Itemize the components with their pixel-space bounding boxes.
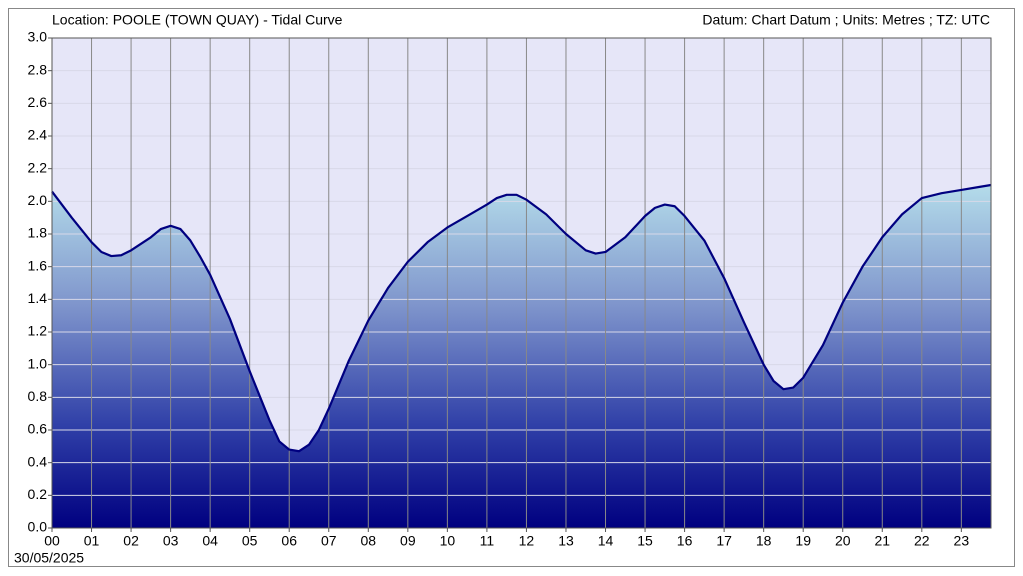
y-tick-label: 0.8 <box>28 388 48 404</box>
chart-title: Location: POOLE (TOWN QUAY) - Tidal Curv… <box>52 12 343 28</box>
x-tick-label: 14 <box>598 533 614 549</box>
y-tick-label: 1.8 <box>28 225 48 241</box>
y-tick-label: 2.0 <box>28 192 48 208</box>
y-tick-label: 1.2 <box>28 323 48 339</box>
x-tick-label: 15 <box>637 533 653 549</box>
x-tick-label: 22 <box>914 533 930 549</box>
y-tick-label: 3.0 <box>28 29 48 45</box>
y-tick-label: 0.6 <box>28 421 48 437</box>
y-tick-label: 2.8 <box>28 61 48 77</box>
y-tick-label: 1.4 <box>28 290 48 306</box>
x-tick-label: 09 <box>400 533 416 549</box>
x-tick-label: 17 <box>716 533 732 549</box>
plot-border <box>51 37 992 529</box>
x-tick-label: 00 <box>44 533 60 549</box>
x-tick-label: 04 <box>202 533 218 549</box>
x-tick-label: 13 <box>558 533 574 549</box>
x-tick-label: 21 <box>874 533 890 549</box>
y-tick-label: 2.6 <box>28 94 48 110</box>
x-tick-label: 06 <box>281 533 297 549</box>
x-tick-label: 12 <box>519 533 535 549</box>
x-tick-label: 23 <box>954 533 970 549</box>
x-tick-label: 20 <box>835 533 851 549</box>
y-tick-label: 1.6 <box>28 257 48 273</box>
chart-subtitle: Datum: Chart Datum ; Units: Metres ; TZ:… <box>702 12 990 28</box>
x-tick-label: 11 <box>480 533 495 549</box>
y-tick-label: 0.0 <box>28 519 48 535</box>
tide-area <box>52 185 991 528</box>
tide-line <box>51 183 992 453</box>
y-tick-label: 0.4 <box>28 453 48 469</box>
y-tick-label: 0.2 <box>28 486 48 502</box>
y-tick-label: 1.0 <box>28 355 48 371</box>
x-tick-label: 19 <box>795 533 811 549</box>
x-tick-label: 08 <box>361 533 377 549</box>
x-tick-label: 07 <box>321 533 337 549</box>
date-label: 30/05/2025 <box>14 550 84 566</box>
y-tick-label: 2.2 <box>28 159 48 175</box>
x-tick-label: 02 <box>123 533 139 549</box>
y-tick-label: 2.4 <box>28 127 48 143</box>
x-tick-label: 18 <box>756 533 772 549</box>
x-tick-label: 01 <box>84 533 100 549</box>
x-tick-label: 16 <box>677 533 693 549</box>
x-tick-label: 03 <box>163 533 179 549</box>
x-tick-label: 05 <box>242 533 258 549</box>
x-tick-label: 10 <box>440 533 456 549</box>
